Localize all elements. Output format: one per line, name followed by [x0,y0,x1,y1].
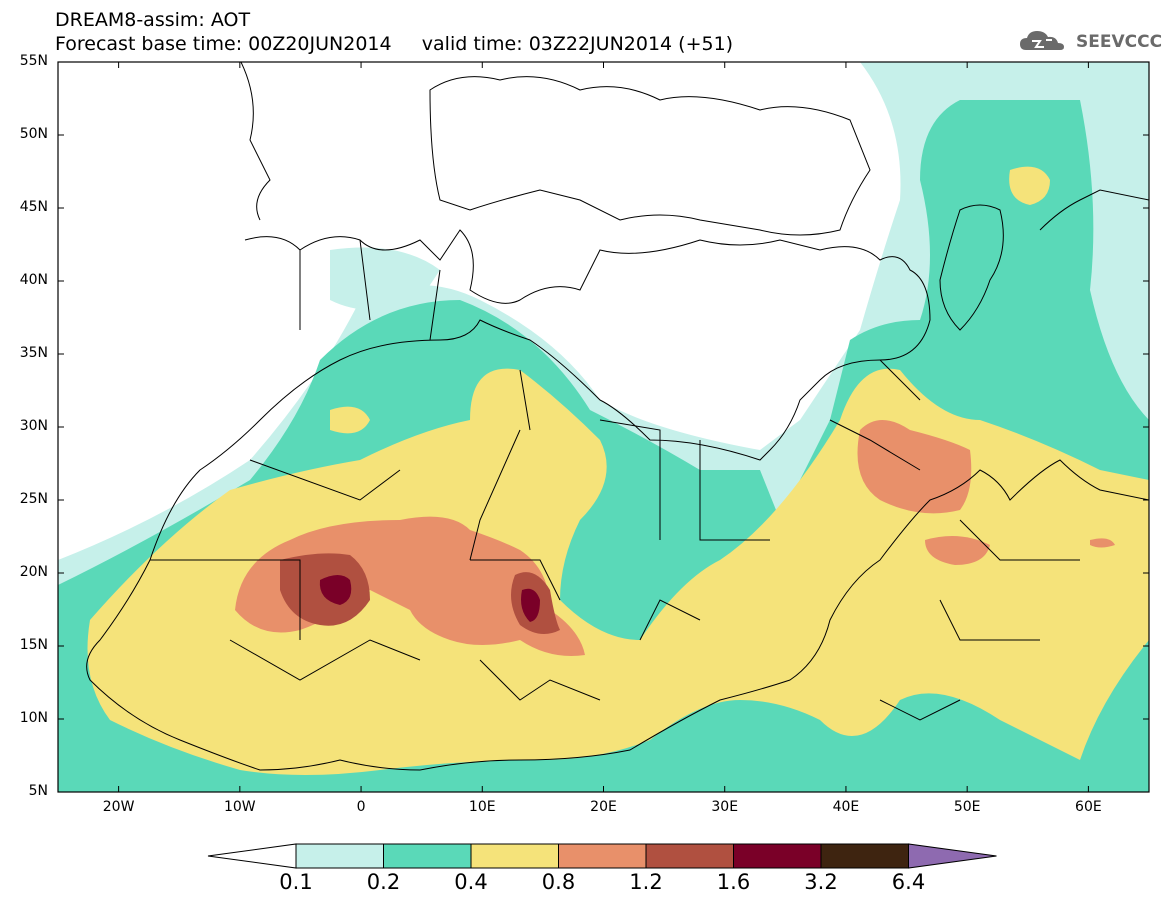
forecast-times: Forecast base time: 00Z20JUN2014 valid t… [55,33,734,55]
colorbar-segment [645,843,734,869]
latitude-label: 10N [19,710,48,726]
longitude-label: 50E [953,799,981,815]
latitude-label: 55N [19,53,48,69]
longitude-label: 10W [223,799,256,815]
latitude-label: 20N [19,564,48,580]
latitude-label: 5N [28,783,48,799]
latitude-label: 30N [19,418,48,434]
colorbar-label: 1.6 [716,870,751,894]
cloud-icon [1020,31,1064,50]
colorbar-label: 1.2 [629,870,663,894]
axis-ticks [58,61,1149,793]
colorbar-label: 6.4 [891,870,926,894]
aot-band-1.6 [319,575,540,622]
longitude-label: 20W [102,799,135,815]
colorbar-label: 0.1 [279,870,313,894]
latitude-label: 35N [19,345,48,361]
colorbar-label: 3.2 [804,870,838,894]
colorbar-segment [470,843,559,869]
longitude-label: 20E [590,799,617,815]
coastlines [86,62,1149,771]
colorbar-label: 0.2 [366,870,401,894]
colorbar-segment [733,843,822,869]
longitude-label: 0 [356,799,366,815]
colorbar-label: 0.8 [541,870,576,894]
colorbar-label: 0.4 [454,870,488,894]
latitude-label: 40N [19,272,48,288]
colorbar-segment [383,843,472,869]
colorbar-segment [558,843,647,869]
colorbar-segment [820,843,909,869]
colorbar-over-triangle [908,843,997,869]
latitude-label: 25N [19,491,48,507]
colorbar-under-triangle [207,843,297,869]
logo-text: SEEVCCC [1076,32,1163,52]
seevccc-logo: SEEVCCC [1018,26,1162,56]
longitude-label: 60E [1075,799,1102,815]
map-title: DREAM8-assim: AOT [55,9,251,31]
longitude-label: 30E [711,799,739,815]
longitude-label: 10E [468,799,496,815]
latitude-label: 15N [19,637,48,653]
colorbar-segment [295,843,384,869]
latitude-label: 50N [19,126,48,142]
longitude-label: 40E [832,799,860,815]
latitude-label: 45N [19,199,48,215]
